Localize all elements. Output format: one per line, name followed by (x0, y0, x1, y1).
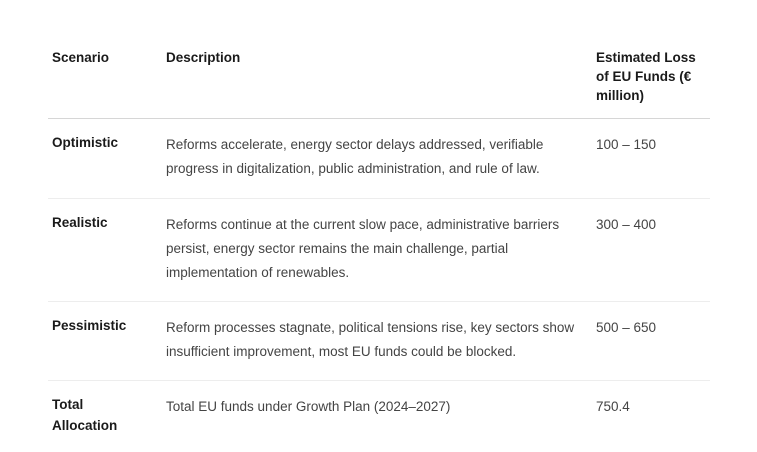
cell-description: Total EU funds under Growth Plan (2024–2… (166, 398, 451, 414)
cell-estimated-loss: 750.4 (596, 398, 630, 414)
cell-estimated-loss: 300 – 400 (592, 198, 710, 302)
cell-description: Reform processes stagnate, political ten… (162, 301, 592, 381)
table-row: Optimistic Reforms accelerate, energy se… (48, 118, 710, 199)
table-body: Optimistic Reforms accelerate, energy se… (48, 118, 710, 452)
column-header-scenario: Scenario (48, 40, 162, 120)
cell-scenario: Realistic (48, 198, 162, 302)
cell-description: Reforms accelerate, energy sector delays… (162, 118, 592, 199)
column-header-estimated-loss: Estimated Loss of EU Funds (€ million) (592, 40, 710, 120)
table-row: Pessimistic Reform processes stagnate, p… (48, 301, 710, 381)
scenario-loss-table: Scenario Description Estimated Loss of E… (48, 40, 710, 452)
table-row: Total Allocation Total EU funds under Gr… (48, 380, 710, 452)
column-header-description: Description (162, 40, 592, 120)
document-page: Scenario Description Estimated Loss of E… (48, 40, 710, 433)
cell-estimated-loss: 500 – 650 (592, 301, 710, 381)
cell-scenario: Pessimistic (48, 301, 162, 381)
cell-scenario: Total Allocation (52, 396, 118, 433)
cell-estimated-loss: 100 – 150 (592, 118, 710, 199)
table-header-row: Scenario Description Estimated Loss of E… (48, 40, 710, 120)
table-header: Scenario Description Estimated Loss of E… (48, 40, 710, 120)
cell-scenario: Optimistic (48, 118, 162, 199)
table-row: Realistic Reforms continue at the curren… (48, 198, 710, 302)
cell-description: Reforms continue at the current slow pac… (162, 198, 592, 302)
scenario-table-container: Scenario Description Estimated Loss of E… (48, 40, 710, 452)
